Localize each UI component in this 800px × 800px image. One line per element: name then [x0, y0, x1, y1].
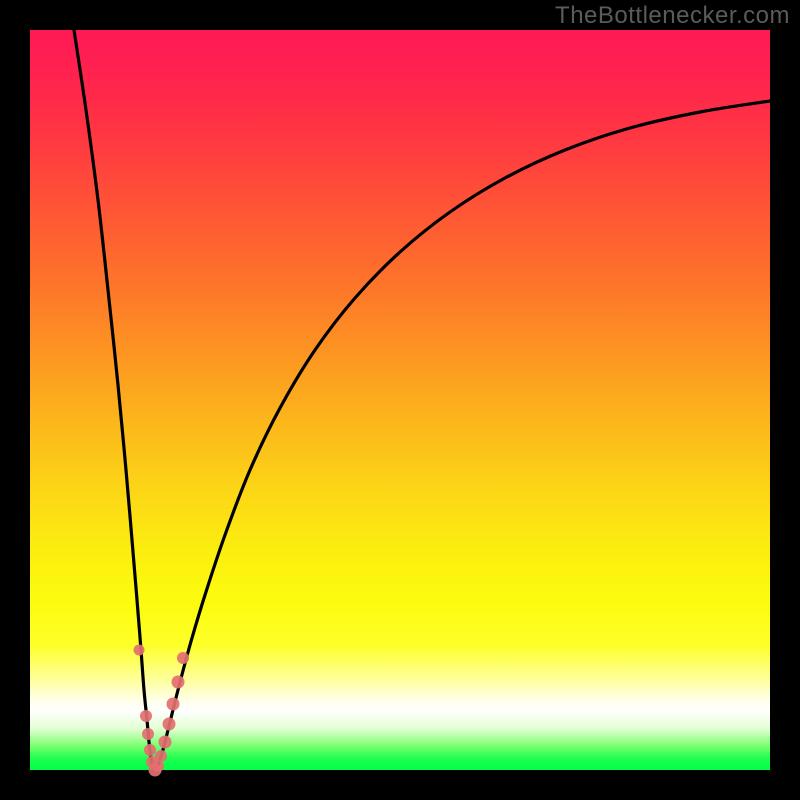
chart-stage: TheBottlenecker.com — [0, 0, 800, 800]
data-marker — [144, 744, 156, 756]
bottleneck-chart-svg — [0, 0, 800, 800]
data-marker — [163, 718, 176, 731]
data-marker — [155, 750, 167, 762]
data-marker — [142, 728, 154, 740]
data-marker — [134, 645, 145, 656]
data-marker — [159, 736, 172, 749]
data-marker — [140, 710, 152, 722]
data-marker — [172, 676, 185, 689]
watermark-text: TheBottlenecker.com — [555, 2, 790, 30]
data-marker — [177, 652, 189, 664]
data-marker — [167, 698, 180, 711]
